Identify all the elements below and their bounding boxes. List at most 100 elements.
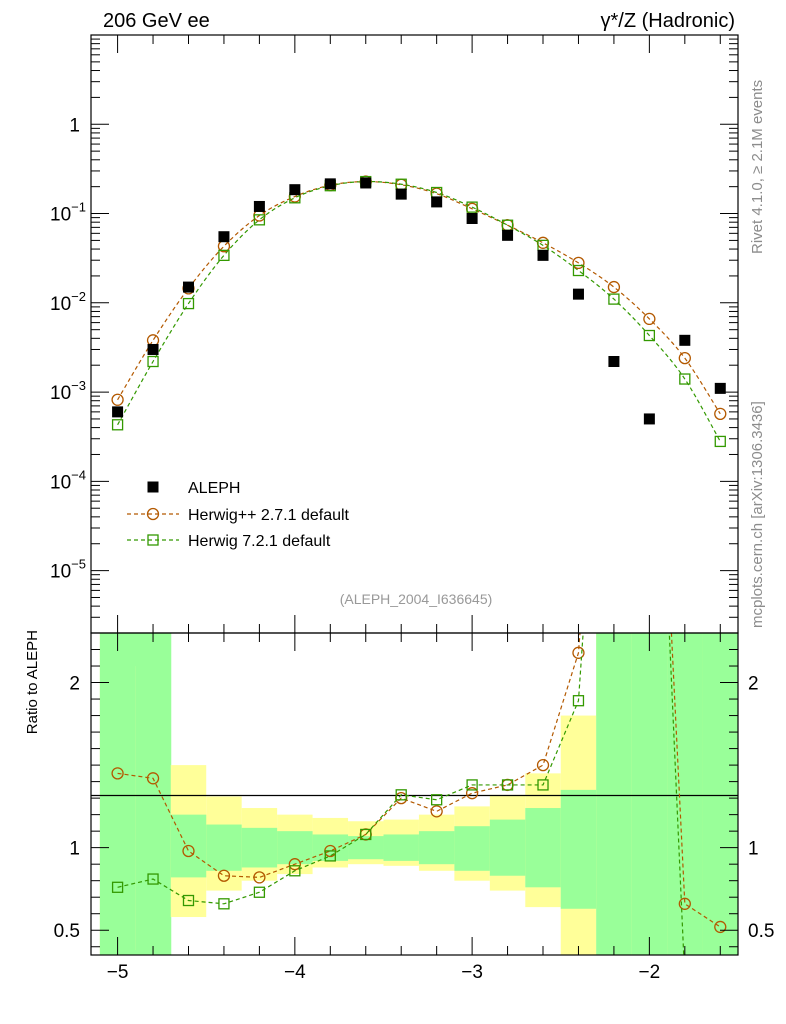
ratio-ytick-label-right: 0.5 bbox=[748, 921, 774, 942]
ratio-band-stat bbox=[525, 808, 562, 888]
legend: ALEPH Herwig++ 2.7.1 default Herwig 7.2.1 … bbox=[127, 480, 350, 550]
main-ytick-base: 10 bbox=[50, 562, 71, 583]
main-point-series-0 bbox=[714, 382, 726, 394]
main-point-series-0 bbox=[360, 177, 372, 189]
side-label-bottom: mcplots.cern.ch [arXiv:1306.3436] bbox=[749, 401, 766, 628]
main-point-series-2 bbox=[572, 264, 585, 277]
ratio-line-series-0 bbox=[117, 633, 721, 928]
side-label-top: Rivet 4.1.0, ≥ 2.1M events bbox=[749, 80, 766, 254]
ratio-point-series-0 bbox=[217, 869, 231, 882]
ratio-point-series-1 bbox=[324, 850, 336, 862]
main-point-series-2 bbox=[182, 297, 195, 310]
ratio-band-stat bbox=[631, 633, 668, 955]
main-ytick-exponent: −5 bbox=[71, 557, 86, 572]
main-point-series-2 bbox=[218, 249, 230, 262]
ratio-series bbox=[111, 182, 727, 985]
main-ytick-base: 10 bbox=[50, 205, 71, 226]
ratio-point-series-0 bbox=[146, 772, 160, 785]
ratio-point-series-1 bbox=[289, 865, 301, 877]
main-line-series-1 bbox=[117, 180, 721, 415]
main-ytick-label: 10−3 bbox=[50, 378, 86, 404]
main-ytick-label: 10−4 bbox=[50, 467, 86, 493]
ratio-point-series-0 bbox=[714, 920, 727, 934]
ratio-point-series-1 bbox=[680, 975, 690, 985]
ratio-xtick-label: −2 bbox=[639, 962, 661, 983]
ratio-band-stat bbox=[702, 633, 738, 955]
main-point-series-0 bbox=[608, 356, 620, 368]
ratio-ytick-label: 2 bbox=[69, 674, 80, 695]
main-point-series-0 bbox=[147, 343, 159, 355]
ratio-point-series-0 bbox=[465, 787, 479, 800]
legend-marker bbox=[147, 534, 159, 546]
main-point-series-1 bbox=[607, 280, 621, 294]
title-right: γ*/Z (Hadronic) bbox=[601, 10, 735, 32]
ratio-xtick-label: −3 bbox=[461, 962, 483, 983]
ratio-point-series-1 bbox=[431, 794, 443, 806]
main-ytick-label: 1 bbox=[69, 115, 80, 136]
ratio-band-stat bbox=[489, 819, 526, 876]
ratio-band-stat bbox=[560, 789, 597, 909]
main-point-series-2 bbox=[608, 293, 620, 305]
main-ytick-label: 10−1 bbox=[50, 200, 86, 226]
ratio-band-stat bbox=[99, 633, 136, 955]
ratio-ytick-label-right: 2 bbox=[748, 674, 759, 695]
main-point-series-1 bbox=[714, 407, 727, 421]
ratio-point-series-0 bbox=[608, 182, 619, 193]
title-left: 206 GeV ee bbox=[103, 10, 210, 32]
ratio-point-series-0 bbox=[644, 182, 655, 193]
main-point-series-2 bbox=[253, 214, 266, 226]
ratio-point-series-0 bbox=[182, 844, 195, 858]
ratio-point-series-0 bbox=[678, 897, 691, 910]
ratio-band-stat bbox=[667, 633, 704, 955]
ratio-point-series-1 bbox=[147, 873, 159, 885]
ratio-point-series-1 bbox=[395, 789, 407, 801]
legend-label: ALEPH bbox=[188, 480, 240, 497]
main-point-series-2 bbox=[714, 435, 726, 448]
main-point-series-2 bbox=[147, 355, 159, 368]
ratio-point-series-1 bbox=[715, 975, 725, 985]
axes: 110−110−210−310−410−5−5 −4 −3 −20.5 0.51 12 2 bbox=[50, 35, 774, 983]
main-ytick-base: 10 bbox=[50, 294, 71, 315]
main-point-series-2 bbox=[643, 329, 656, 342]
main-ytick-exponent: −3 bbox=[71, 378, 86, 393]
ratio-point-series-1 bbox=[182, 894, 195, 907]
ratio-band-stat bbox=[383, 834, 420, 861]
main-point-series-0 bbox=[643, 413, 655, 425]
ratio-point-series-1 bbox=[572, 695, 585, 707]
ratio-band-stat bbox=[348, 836, 384, 860]
main-ytick-base: 10 bbox=[50, 472, 71, 493]
ratio-point-series-1 bbox=[218, 898, 230, 910]
ratio-uncertainty-bands bbox=[99, 633, 738, 955]
ratio-band-stat bbox=[206, 824, 243, 871]
ratio-band-stat bbox=[596, 633, 633, 955]
main-point-series-0 bbox=[182, 281, 194, 293]
main-series bbox=[111, 175, 727, 448]
main-point-series-2 bbox=[466, 201, 478, 213]
analysis-label: (ALEPH_2004_I636645) bbox=[340, 591, 493, 607]
main-point-series-2 bbox=[111, 419, 124, 431]
main-point-series-0 bbox=[112, 406, 124, 418]
ratio-point-series-0 bbox=[430, 805, 443, 818]
ratio-point-series-0 bbox=[288, 858, 301, 871]
main-point-series-0 bbox=[679, 334, 691, 346]
ratio-point-series-1 bbox=[501, 779, 514, 791]
main-ytick-exponent: −1 bbox=[71, 200, 86, 215]
legend-label: Herwig++ 2.7.1 default bbox=[188, 507, 350, 524]
ratio-point-series-1 bbox=[253, 886, 266, 898]
main-ytick-label: 10−2 bbox=[50, 289, 86, 315]
ratio-point-series-1 bbox=[609, 182, 619, 192]
main-line-series-2 bbox=[117, 180, 721, 442]
ratio-ylabel: Ratio to ALEPH bbox=[24, 630, 41, 734]
main-point-series-0 bbox=[572, 288, 584, 300]
main-point-series-2 bbox=[679, 373, 691, 385]
main-point-series-0 bbox=[395, 188, 407, 200]
main-point-series-0 bbox=[324, 178, 336, 190]
main-ytick-exponent: −4 bbox=[71, 467, 86, 482]
main-point-series-0 bbox=[537, 249, 549, 261]
ratio-plot-frame bbox=[90, 632, 739, 956]
main-ytick-label: 10−5 bbox=[50, 557, 86, 583]
ratio-point-series-1 bbox=[644, 182, 654, 192]
ratio-point-series-1 bbox=[466, 779, 478, 791]
ratio-line-series-1 bbox=[117, 633, 685, 955]
